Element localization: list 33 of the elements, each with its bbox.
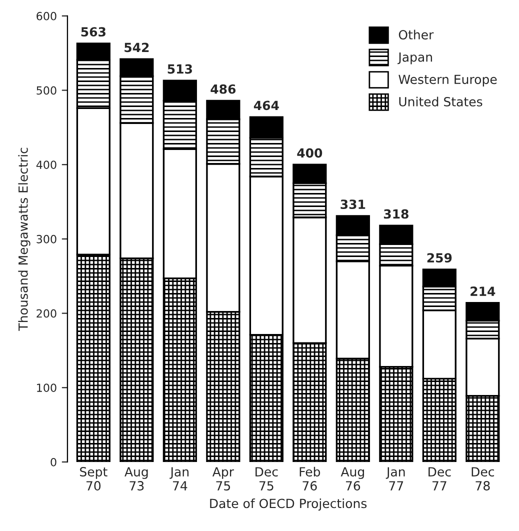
x-tick-label: Jan 77 — [386, 467, 405, 490]
total-label: 259 — [427, 253, 452, 263]
total-label: 400 — [297, 148, 322, 158]
legend-label: Japan — [398, 52, 432, 64]
x-tick-label: Apr 75 — [212, 467, 234, 491]
x-axis-title: Date of OECD Projections — [210, 498, 367, 511]
x-tick-label: Dec 78 — [472, 467, 494, 491]
total-label: 563 — [81, 27, 106, 37]
x-tick-label: Feb 76 — [300, 466, 320, 491]
x-tick-label: Jan 74 — [170, 467, 188, 490]
y-tick-label: 500 — [36, 86, 56, 95]
legend-label: Western Europe — [398, 74, 497, 87]
total-label: 542 — [124, 42, 149, 52]
y-tick-label: 600 — [36, 12, 56, 20]
total-label: 318 — [384, 209, 408, 219]
x-tick-label: Aug 73 — [124, 467, 148, 491]
y-tick-label: 100 — [37, 384, 56, 392]
total-label: 486 — [210, 84, 236, 94]
x-tick-label: Dec 77 — [428, 467, 451, 490]
x-tick-label: Sept 70 — [80, 467, 108, 491]
total-label: 214 — [470, 286, 496, 296]
total-label: 331 — [340, 200, 366, 210]
total-label: 464 — [254, 100, 279, 110]
y-tick-label: 200 — [36, 309, 56, 318]
y-tick-label: 300 — [36, 234, 56, 244]
x-tick-label: Aug 76 — [340, 467, 364, 491]
y-axis-title: Thousand Megawatts Electric — [18, 148, 30, 331]
y-tick-label: 0 — [50, 458, 56, 466]
total-label: 513 — [168, 64, 192, 74]
x-tick-label: Dec 75 — [256, 467, 278, 491]
legend-label: Other — [398, 30, 434, 40]
y-tick-label: 400 — [36, 160, 56, 169]
legend-label: United States — [399, 96, 482, 106]
